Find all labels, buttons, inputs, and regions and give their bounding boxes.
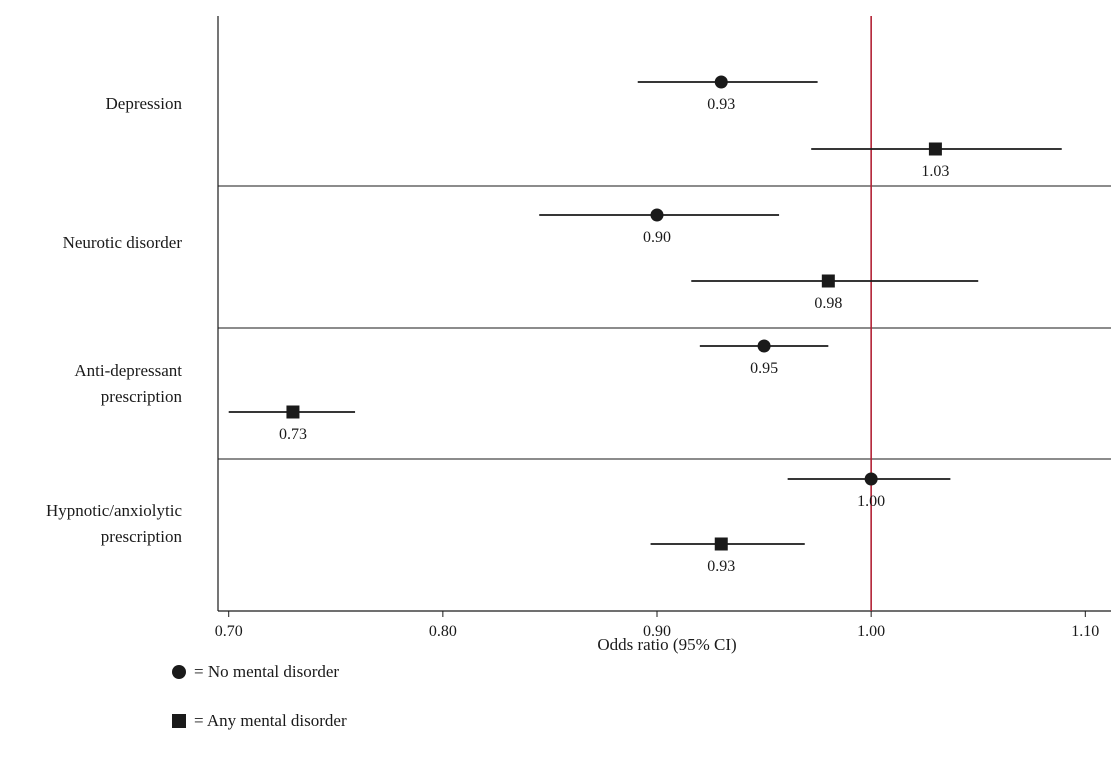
- estimate-any-disorder: 0.73: [228, 405, 356, 443]
- category-label-line: Hypnotic/anxiolytic: [46, 501, 182, 520]
- estimate-any-disorder: 1.03: [811, 142, 1062, 180]
- value-label: 0.93: [707, 96, 735, 113]
- x-tick-label: 0.90: [643, 623, 671, 640]
- category-label-line: Anti-depressant: [74, 361, 182, 380]
- legend-text: = No mental disorder: [194, 662, 340, 681]
- x-tick-label: 0.80: [429, 623, 457, 640]
- estimate-any-disorder: 0.93: [650, 537, 805, 575]
- point-circle: [757, 339, 771, 353]
- category-label: Neurotic disorder: [63, 230, 182, 256]
- circle-marker-icon: [172, 665, 186, 679]
- estimate-any-disorder: 0.98: [691, 274, 979, 312]
- category-label-line: prescription: [100, 527, 182, 546]
- legend-item-any-mental-disorder: = Any mental disorder: [172, 711, 347, 731]
- value-label: 0.90: [643, 229, 671, 246]
- category-label-line: Depression: [105, 94, 182, 113]
- value-label: 0.73: [279, 426, 307, 443]
- point-square: [286, 405, 300, 419]
- x-tick-label: 0.70: [215, 623, 243, 640]
- value-label: 0.98: [814, 295, 842, 312]
- category-label: Depression: [106, 91, 182, 117]
- category-label: Hypnotic/anxiolytic prescription: [46, 498, 182, 550]
- estimate-no-disorder: 0.95: [699, 339, 829, 377]
- category-label: Anti-depressant prescription: [74, 358, 182, 410]
- x-tick-label: 1.00: [857, 623, 885, 640]
- estimate-no-disorder: 0.90: [539, 208, 780, 246]
- category-label-line: prescription: [100, 387, 182, 406]
- estimate-no-disorder: 0.93: [637, 75, 818, 113]
- point-circle: [714, 75, 728, 89]
- point-circle: [650, 208, 664, 222]
- legend-item-no-mental-disorder: = No mental disorder: [172, 662, 339, 682]
- point-circle: [864, 472, 878, 486]
- point-square: [821, 274, 835, 288]
- x-tick-label: 1.10: [1071, 623, 1099, 640]
- value-label: 1.00: [857, 493, 885, 510]
- value-label: 0.93: [707, 558, 735, 575]
- point-square: [928, 142, 942, 156]
- legend-text: = Any mental disorder: [194, 711, 347, 730]
- point-square: [714, 537, 728, 551]
- value-label: 0.95: [750, 360, 778, 377]
- x-axis-label: Odds ratio (95% CI): [597, 635, 737, 654]
- estimate-no-disorder: 1.00: [787, 472, 951, 510]
- square-marker-icon: [172, 714, 186, 728]
- value-label: 1.03: [921, 163, 949, 180]
- category-label-line: Neurotic disorder: [62, 233, 182, 252]
